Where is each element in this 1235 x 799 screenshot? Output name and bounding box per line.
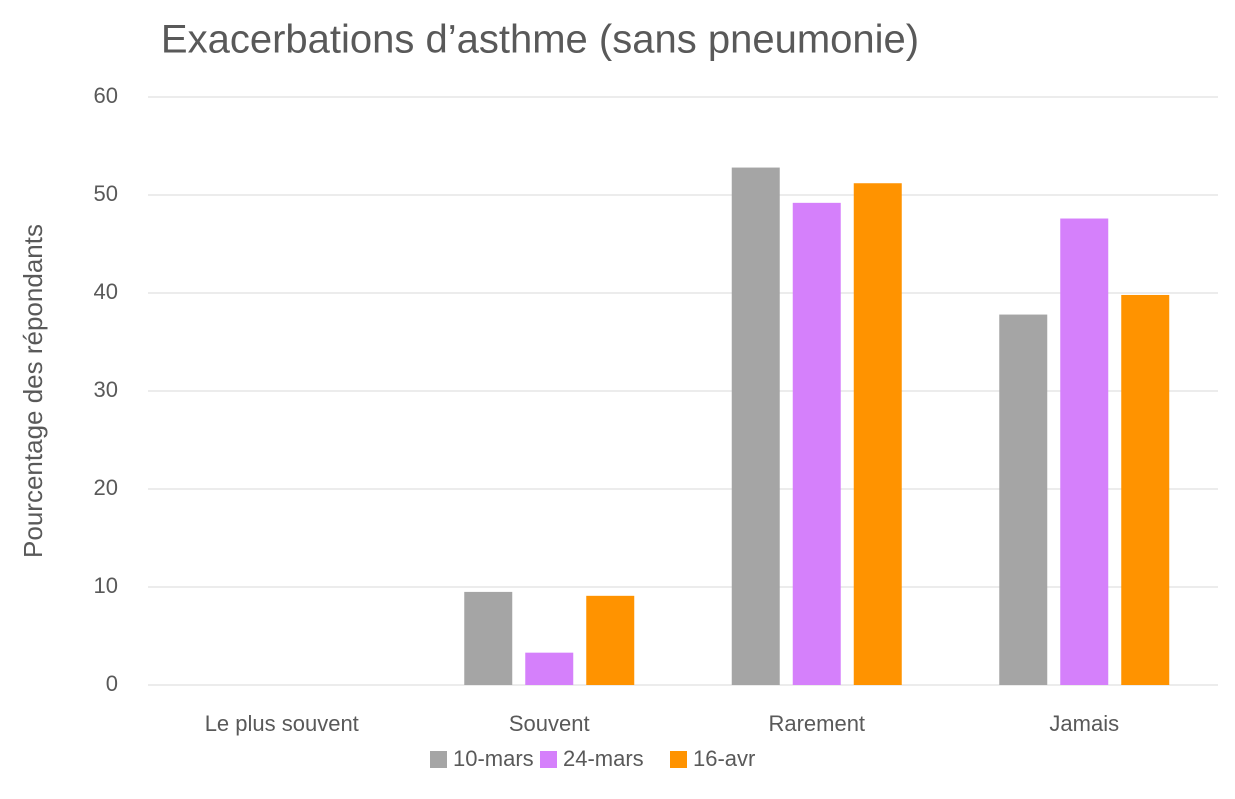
bar xyxy=(731,167,780,685)
bar xyxy=(792,202,841,685)
bar xyxy=(525,652,574,685)
bar xyxy=(586,595,635,685)
x-tick-label: Le plus souvent xyxy=(205,711,359,736)
legend-swatch xyxy=(670,751,687,768)
legend-swatch xyxy=(540,751,557,768)
bar xyxy=(464,591,513,685)
x-tick-label: Rarement xyxy=(768,711,865,736)
bar xyxy=(1060,218,1109,685)
y-tick-label: 30 xyxy=(94,377,118,402)
legend-label: 24-mars xyxy=(563,746,644,771)
y-axis-label: Pourcentage des répondants xyxy=(18,224,48,558)
y-tick-label: 60 xyxy=(94,83,118,108)
chart-title: Exacerbations d’asthme (sans pneumonie) xyxy=(161,18,919,62)
bar xyxy=(999,314,1048,685)
x-tick-label: Jamais xyxy=(1049,711,1119,736)
legend-swatch xyxy=(430,751,447,768)
y-tick-label: 0 xyxy=(106,671,118,696)
legend-label: 10-mars xyxy=(453,746,534,771)
y-tick-label: 10 xyxy=(94,573,118,598)
y-tick-label: 40 xyxy=(94,279,118,304)
y-tick-label: 50 xyxy=(94,181,118,206)
bar xyxy=(1121,294,1170,685)
y-tick-label: 20 xyxy=(94,475,118,500)
bar xyxy=(853,183,902,686)
x-tick-label: Souvent xyxy=(509,711,590,736)
legend-label: 16-avr xyxy=(693,746,755,771)
